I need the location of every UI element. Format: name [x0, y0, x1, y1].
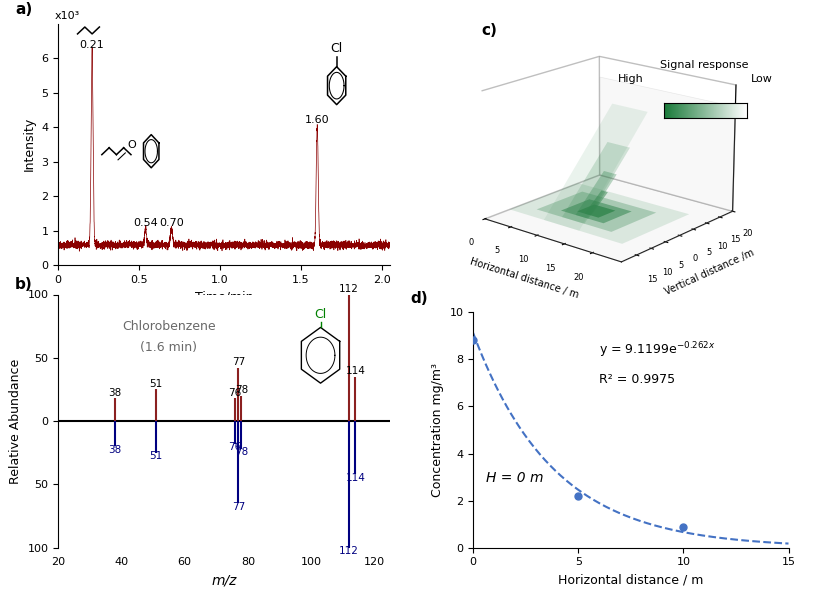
Text: 112: 112 [339, 284, 359, 294]
Y-axis label: Relative Abundance: Relative Abundance [9, 359, 22, 484]
Text: 76: 76 [228, 388, 242, 398]
Text: Cl: Cl [315, 308, 327, 321]
Text: 38: 38 [109, 445, 122, 455]
Text: b): b) [15, 277, 32, 292]
Text: 112: 112 [339, 546, 359, 556]
Text: 114: 114 [345, 366, 365, 376]
Point [676, 522, 690, 531]
Text: 1.60: 1.60 [305, 115, 330, 124]
Text: 77: 77 [232, 358, 245, 368]
Text: c): c) [481, 23, 497, 38]
Y-axis label: Concentration mg/m³: Concentration mg/m³ [431, 363, 444, 497]
Text: 76: 76 [228, 442, 242, 452]
Text: H = 0 m: H = 0 m [486, 471, 543, 485]
X-axis label: Time/min: Time/min [195, 290, 253, 303]
Point [466, 336, 480, 345]
Text: Chlorobenzene: Chlorobenzene [122, 320, 216, 333]
Text: 0.21: 0.21 [80, 41, 105, 51]
Text: Low: Low [751, 74, 773, 84]
Y-axis label: Vertical distance /m: Vertical distance /m [664, 247, 756, 296]
Text: High: High [618, 74, 643, 84]
X-axis label: m/z: m/z [212, 573, 237, 587]
Text: 114: 114 [345, 472, 365, 482]
Text: a): a) [15, 2, 32, 17]
Text: 78: 78 [235, 447, 248, 457]
Text: 38: 38 [109, 388, 122, 398]
Text: y = 9.1199e$^{-0.262x}$: y = 9.1199e$^{-0.262x}$ [599, 340, 715, 360]
Text: d): d) [410, 291, 427, 306]
X-axis label: Horizontal distance / m: Horizontal distance / m [558, 573, 704, 586]
Text: 51: 51 [149, 379, 163, 389]
Text: 0.54: 0.54 [133, 218, 158, 228]
X-axis label: Horizontal distance / m: Horizontal distance / m [469, 256, 580, 300]
Text: Signal response: Signal response [660, 59, 749, 70]
Text: O: O [127, 140, 135, 150]
Point [572, 491, 585, 501]
Text: (1.6 min): (1.6 min) [140, 342, 198, 355]
Text: 78: 78 [235, 385, 248, 395]
Text: Cl: Cl [330, 42, 343, 55]
Text: 51: 51 [149, 451, 163, 461]
Text: R² = 0.9975: R² = 0.9975 [599, 373, 676, 386]
Y-axis label: Intensity: Intensity [22, 117, 36, 171]
Text: 77: 77 [232, 502, 245, 512]
Text: 0.70: 0.70 [159, 218, 183, 228]
Text: x10³: x10³ [55, 11, 80, 21]
